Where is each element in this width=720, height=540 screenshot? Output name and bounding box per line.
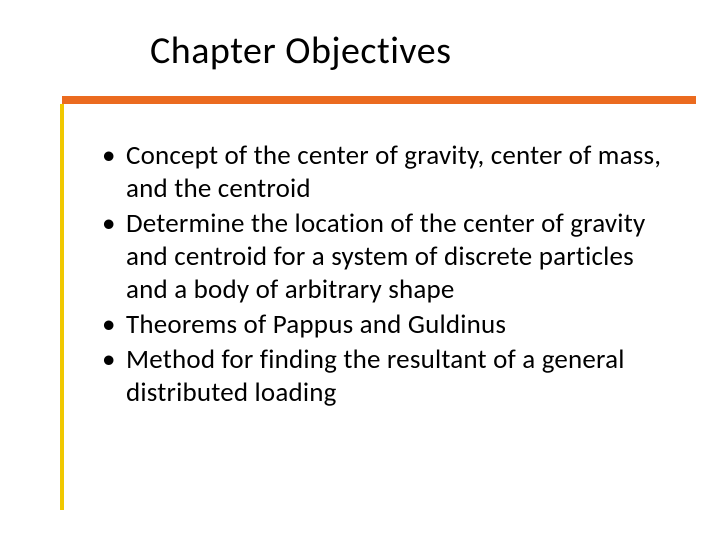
bullet-item: Concept of the center of gravity, center… xyxy=(96,140,680,206)
slide: Chapter Objectives Concept of the center… xyxy=(0,0,720,540)
bullet-item: Method for finding the resultant of a ge… xyxy=(96,344,680,410)
slide-title: Chapter Objectives xyxy=(150,28,452,74)
bullet-item: Theorems of Pappus and Guldinus xyxy=(96,309,680,342)
content-area: Concept of the center of gravity, center… xyxy=(96,140,680,412)
vertical-accent-bar xyxy=(60,104,64,510)
bullet-item: Determine the location of the center of … xyxy=(96,208,680,307)
title-area: Chapter Objectives xyxy=(150,28,452,74)
horizontal-rule xyxy=(62,96,696,104)
bullet-list: Concept of the center of gravity, center… xyxy=(96,140,680,410)
